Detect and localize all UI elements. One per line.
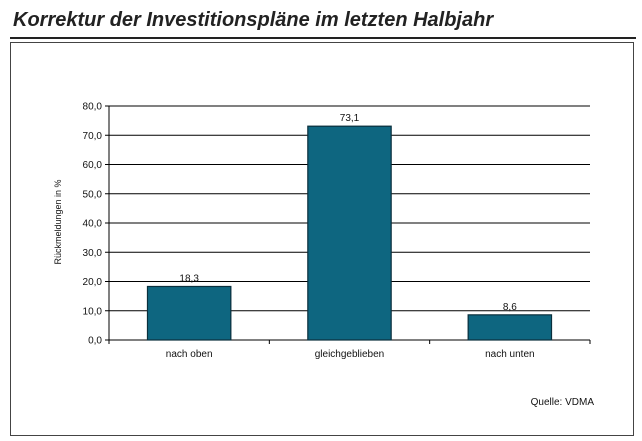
bar-3 [467,314,553,341]
title-underline [10,37,636,39]
y-tick-label: 80,0 [83,102,103,113]
y-axis-label: Rückmeldungen in % [53,179,63,264]
bar-1 [146,285,232,341]
bar-value-label: 73,1 [340,113,360,124]
category-label: nach oben [166,349,213,360]
source-label: Quelle: VDMA [531,397,595,408]
chart-frame [10,42,634,436]
bar-value-label: 18,3 [179,273,199,284]
category-label: nach unten [485,349,535,360]
y-tick-label: 10,0 [83,306,103,317]
bars [146,125,553,341]
labels: 0,0 10,0 20,0 30,0 40,0 50,0 60,0 70,0 80,0 18,3 n… [83,102,535,361]
y-tick-label: 40,0 [83,219,103,230]
y-tick-label: 70,0 [83,131,103,142]
category-label: gleichgeblieben [315,349,385,360]
chart-title: Korrektur der Investitionspläne im letzt… [13,9,494,31]
y-tick-label: 30,0 [83,248,103,259]
y-tick-label: 60,0 [83,160,103,171]
y-tick-label: 20,0 [83,277,103,288]
bar-2 [307,125,392,341]
bar-value-label: 8,6 [503,302,517,313]
y-tick-label: 0,0 [88,336,102,347]
y-tick-label: 50,0 [83,189,103,200]
